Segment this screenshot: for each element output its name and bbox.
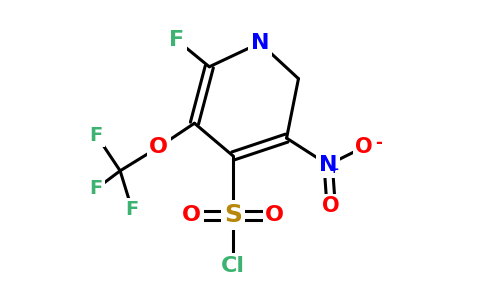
Text: S: S <box>224 203 242 227</box>
Text: -: - <box>375 134 382 152</box>
Text: O: O <box>322 196 340 217</box>
Text: F: F <box>90 126 103 145</box>
Text: +: + <box>328 163 339 176</box>
Text: O: O <box>149 137 168 157</box>
Text: N: N <box>319 155 337 175</box>
Text: O: O <box>182 206 201 225</box>
Text: F: F <box>125 200 138 219</box>
Text: F: F <box>90 179 103 198</box>
Text: O: O <box>355 137 373 157</box>
Text: N: N <box>251 33 269 53</box>
Text: O: O <box>265 206 284 225</box>
Text: F: F <box>169 30 184 50</box>
Text: Cl: Cl <box>221 256 245 276</box>
